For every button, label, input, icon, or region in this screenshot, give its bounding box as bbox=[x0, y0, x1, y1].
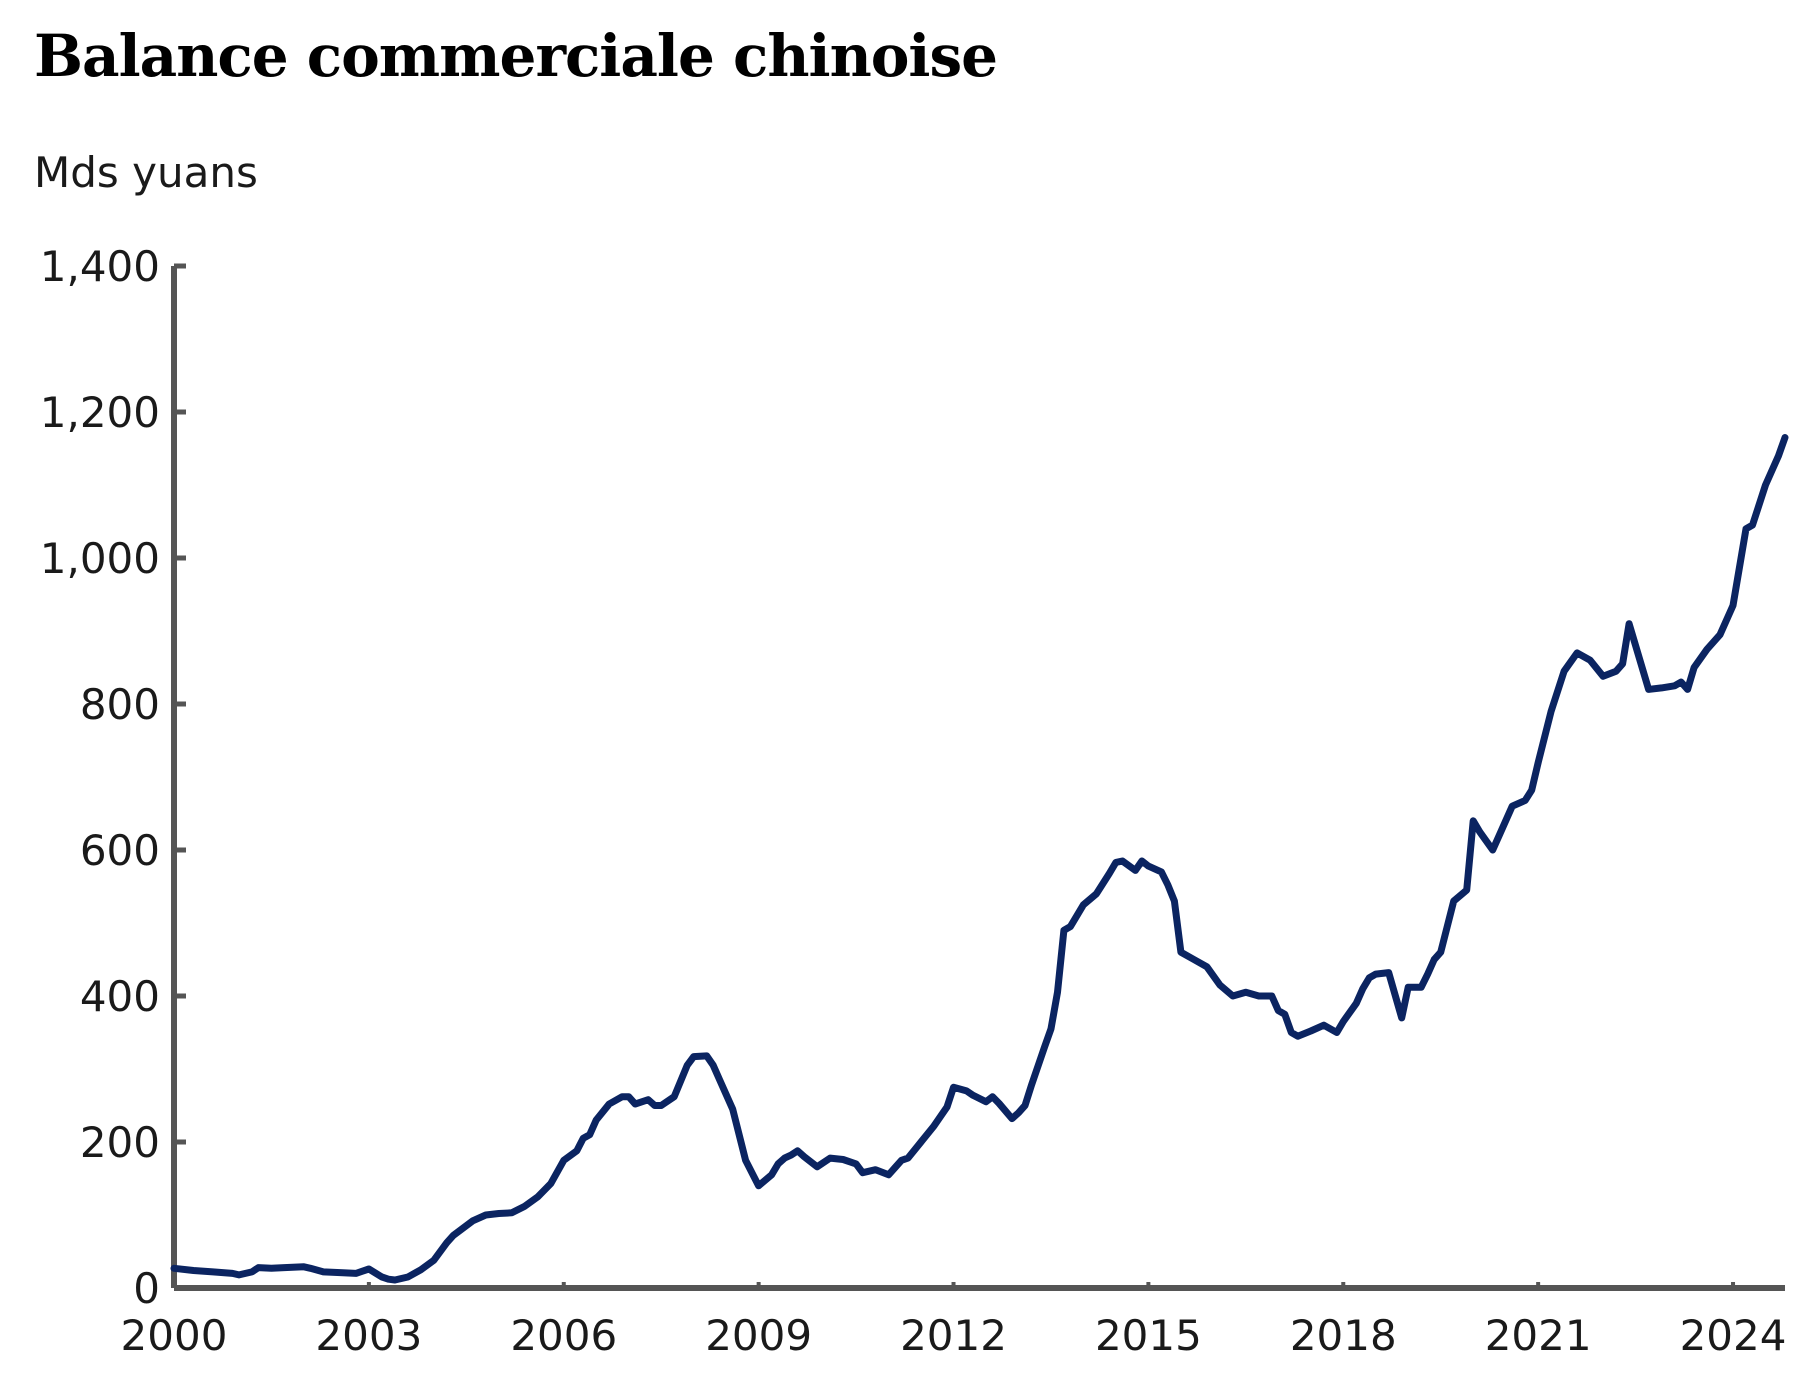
series-group bbox=[170, 434, 1789, 1284]
series-line bbox=[170, 434, 1789, 1284]
x-tick-label: 2018 bbox=[1290, 1311, 1397, 1360]
tick-labels: 0 200 400 600 800 1,000 1,200 1,400 2000 2003 2006… bbox=[40, 242, 1787, 1360]
y-tick-label: 1,000 bbox=[40, 534, 160, 583]
x-tick-label: 2015 bbox=[1095, 1311, 1202, 1360]
x-tick-label: 2003 bbox=[315, 1311, 422, 1360]
y-tick-label: 1,200 bbox=[40, 388, 160, 437]
x-tick-label: 2009 bbox=[705, 1311, 812, 1360]
y-axis-unit-label: Mds yuans bbox=[34, 148, 258, 197]
x-tick-label: 2021 bbox=[1485, 1311, 1592, 1360]
x-tick-label: 2012 bbox=[900, 1311, 1007, 1360]
x-tick-label: 2000 bbox=[121, 1311, 228, 1360]
x-tick-label: 2006 bbox=[510, 1311, 617, 1360]
y-tick-label: 200 bbox=[80, 1118, 160, 1167]
y-tick-label: 800 bbox=[80, 680, 160, 729]
chart-title: Balance commerciale chinoise bbox=[34, 22, 998, 90]
y-tick-label: 600 bbox=[80, 826, 160, 875]
y-tick-label: 0 bbox=[133, 1264, 160, 1313]
y-tick-label: 1,400 bbox=[40, 242, 160, 291]
axes bbox=[171, 263, 1785, 1291]
y-tick-label: 400 bbox=[80, 972, 160, 1021]
x-tick-label: 2024 bbox=[1680, 1311, 1787, 1360]
